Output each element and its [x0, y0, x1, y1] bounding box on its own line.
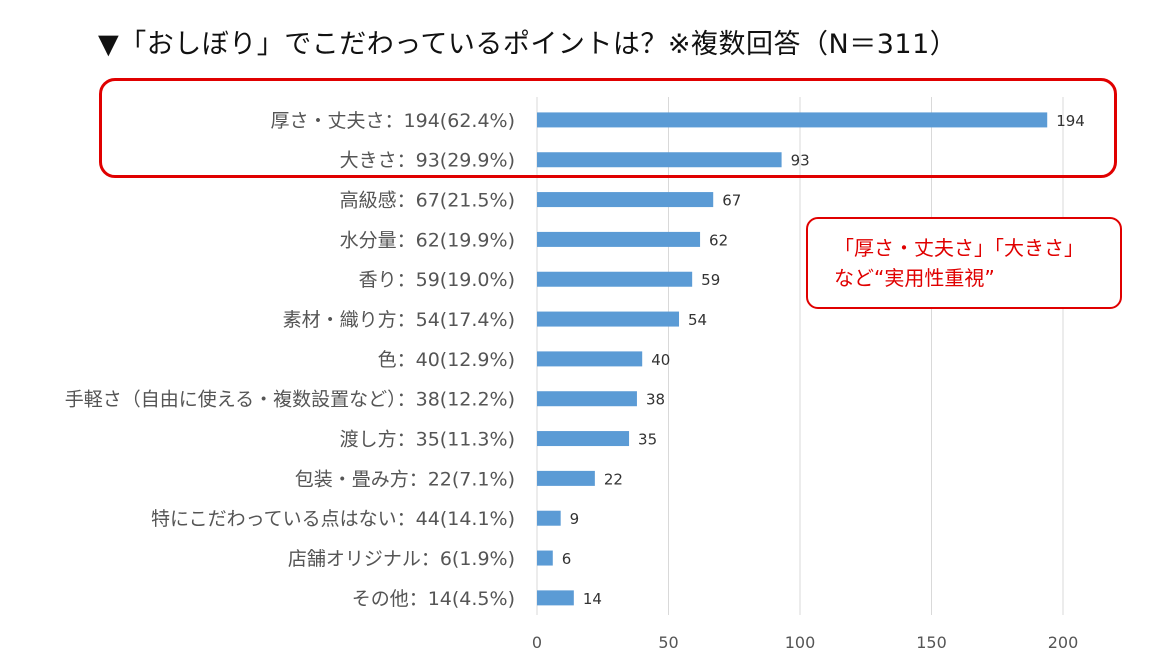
bar: [537, 231, 701, 247]
x-tick-label: 50: [658, 633, 678, 652]
category-label: 店舗オリジナル：6(1.9%): [288, 548, 515, 570]
category-label: 高級感：67(21.5%): [340, 190, 515, 212]
data-label: 93: [791, 152, 810, 170]
callout-box: 「厚さ・丈夫さ」「大きさ」 など“実用性重視”: [806, 217, 1122, 309]
x-tick-label: 0: [532, 633, 542, 652]
data-label: 9: [570, 510, 580, 528]
data-label: 62: [709, 231, 728, 249]
x-tick-label: 150: [916, 633, 947, 652]
gridlines: [536, 97, 1064, 615]
category-label: その他：14(4.5%): [352, 588, 515, 610]
category-label: 厚さ・丈夫さ：194(62.4%): [271, 110, 515, 132]
category-label: 包装・畳み方：22(7.1%): [295, 468, 515, 490]
bar: [537, 271, 693, 287]
x-tick-label: 100: [785, 633, 816, 652]
category-label: 香り：59(19.0%): [359, 269, 515, 291]
category-label: 水分量：62(19.9%): [340, 229, 515, 251]
bar: [537, 152, 782, 168]
category-label: 素材・織り方：54(17.4%): [283, 309, 515, 331]
bar: [537, 510, 561, 526]
data-labels: 194 93 67 62 59 54 40 38 35 22 9 6 14: [562, 112, 1085, 608]
data-label: 22: [604, 470, 623, 488]
x-axis-ticks: 0 50 100 150 200: [532, 633, 1078, 652]
category-label: 渡し方：35(11.3%): [340, 429, 515, 451]
bar: [537, 470, 595, 486]
data-label: 67: [722, 192, 741, 210]
category-label: 大きさ：93(29.9%): [340, 150, 515, 172]
callout-line-1: 「厚さ・丈夫さ」「大きさ」: [834, 236, 1084, 260]
data-label: 194: [1056, 112, 1085, 130]
bar: [537, 391, 637, 407]
chart-title: ▼「おしぼり」でこだわっているポイントは？※複数回答（N＝311）: [98, 29, 958, 60]
highlight-box: [99, 78, 1117, 178]
bars: [537, 112, 1048, 606]
bar: [537, 590, 574, 606]
bar: [537, 192, 714, 208]
data-label: 14: [583, 590, 602, 608]
bar: [537, 351, 643, 367]
data-label: 59: [701, 271, 720, 289]
category-label: 特にこだわっている点はない：44(14.1%): [151, 508, 515, 530]
data-label: 54: [688, 311, 707, 329]
x-tick-label: 200: [1048, 633, 1079, 652]
data-label: 6: [562, 550, 572, 568]
category-label: 手軽さ（自由に使える・複数設置など）：38(12.2%): [65, 389, 515, 411]
data-label: 40: [651, 351, 670, 369]
category-labels: 厚さ・丈夫さ：194(62.4%) 大きさ：93(29.9%) 高級感：67(21.…: [65, 110, 515, 610]
bar: [537, 311, 680, 327]
data-label: 38: [646, 391, 665, 409]
data-label: 35: [638, 431, 657, 449]
callout-line-2: など“実用性重視”: [834, 266, 995, 290]
bar: [537, 112, 1048, 128]
bar: [537, 550, 553, 566]
category-label: 色：40(12.9%): [378, 349, 515, 371]
bar: [537, 431, 630, 447]
